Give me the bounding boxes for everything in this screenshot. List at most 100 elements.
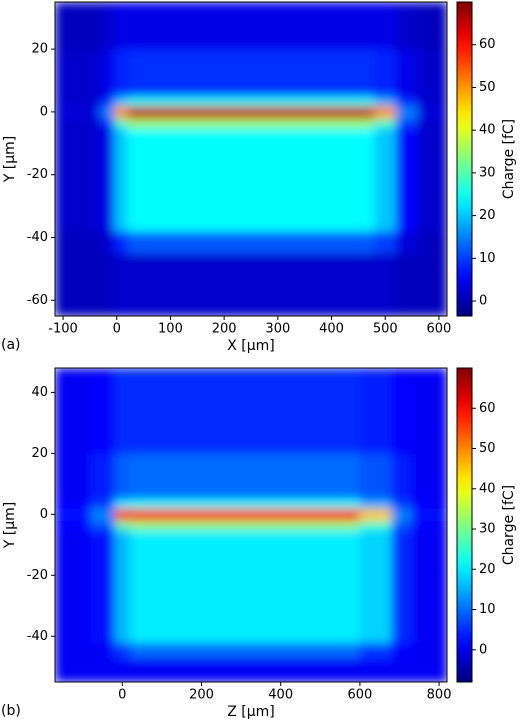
heatmap-cell [114, 508, 131, 521]
heatmap-area [55, 368, 447, 682]
heatmap-cell [114, 96, 128, 107]
heatmap-cell [55, 127, 102, 232]
heatmap-cell [55, 368, 92, 454]
y-tick-label: 0 [40, 104, 48, 119]
colorbar-label: Charge [fC] [501, 119, 517, 199]
y-tick-label: 20 [31, 42, 48, 57]
heatmap-cell [130, 508, 361, 521]
heatmap-cell [391, 508, 412, 521]
y-tick-label: -40 [27, 230, 48, 245]
x-tick-label: -100 [48, 322, 78, 337]
heatmap-cell [55, 453, 92, 500]
y-tick-label: 20 [31, 446, 48, 461]
heatmap-cell [127, 253, 376, 316]
heatmap-cell [100, 118, 115, 129]
heatmap-cell [90, 368, 115, 454]
heatmap-cell [127, 127, 376, 232]
heatmap-cell [395, 105, 418, 119]
heatmap-cell [114, 499, 131, 509]
x-tick-label: 400 [268, 688, 293, 703]
heatmap-cell [395, 231, 418, 254]
heatmap-cell [395, 253, 418, 316]
colorbar-tick-label: 50 [479, 441, 496, 456]
colorbar-tick-label: 60 [479, 401, 496, 416]
heatmap-cell [114, 118, 128, 129]
heatmap-cell [359, 508, 393, 521]
heatmap-cell [90, 520, 115, 531]
y-axis-label: Y [µm] [2, 136, 18, 183]
heatmap-cell [127, 105, 376, 119]
heatmap-cell [55, 231, 102, 254]
colorbar-tick-label: 40 [479, 481, 496, 496]
heatmap-cell [374, 49, 397, 97]
colorbar-tick-label: 50 [479, 80, 496, 95]
heatmap-cell [391, 642, 412, 659]
colorbar-tick-label: 30 [479, 165, 496, 180]
heatmap-cell [127, 118, 376, 129]
colorbar-tick-label: 60 [479, 37, 496, 52]
heatmap-cell [55, 508, 92, 521]
heatmap-cell [395, 127, 418, 232]
heatmap-cell [90, 642, 115, 659]
heatmap-cell [100, 127, 115, 232]
x-tick-label: 800 [427, 688, 452, 703]
colorbar-label: Charge [fC] [501, 485, 517, 565]
heatmap-cell [55, 499, 92, 509]
heatmap-cell [411, 520, 447, 531]
heatmap-cell [55, 657, 92, 682]
heatmap [55, 2, 447, 316]
heatmap-cell [130, 529, 361, 643]
plot-frame [54, 1, 448, 317]
heatmap-cell [359, 657, 393, 682]
heatmap-cell [359, 453, 393, 500]
heatmap-cell [359, 499, 393, 509]
heatmap-cell [100, 2, 115, 50]
heatmap-cell [114, 231, 128, 254]
y-tick-label: -40 [27, 629, 48, 644]
heatmap-cell [417, 253, 447, 316]
x-axis-label: Z [µm] [227, 704, 275, 720]
heatmap-cell [55, 2, 102, 50]
heatmap-cell [130, 499, 361, 509]
heatmap-cell [391, 529, 412, 643]
heatmap-cell [391, 499, 412, 509]
heatmap-cell [114, 2, 128, 50]
y-tick-label: 0 [40, 507, 48, 522]
heatmap-cell [374, 96, 397, 107]
heatmap-cell [391, 368, 412, 454]
colorbar-tick-label: 10 [479, 602, 496, 617]
heatmap-cell [90, 499, 115, 509]
heatmap-cell [127, 96, 376, 107]
heatmap-cell [417, 2, 447, 50]
heatmap-cell [114, 642, 131, 659]
heatmap-cell [417, 49, 447, 97]
heatmap-cell [114, 529, 131, 643]
heatmap-cell [90, 453, 115, 500]
heatmap-cell [417, 118, 447, 129]
heatmap [55, 368, 447, 682]
x-tick-label: 300 [265, 322, 290, 337]
heatmap-cell [391, 453, 412, 500]
x-tick-label: 500 [373, 322, 398, 337]
heatmap-cell [130, 657, 361, 682]
colorbar-tick-label: 0 [479, 642, 487, 657]
heatmap-cell [127, 2, 376, 50]
panel-label: (b) [1, 703, 21, 719]
plot-frame [54, 367, 448, 683]
heatmap-cell [130, 368, 361, 454]
heatmap-cell [55, 105, 102, 119]
heatmap-cell [411, 508, 447, 521]
heatmap-cell [100, 96, 115, 107]
y-tick-label: -60 [27, 293, 48, 308]
heatmap-cell [114, 49, 128, 97]
heatmap-cell [374, 2, 397, 50]
heatmap-cell [55, 642, 92, 659]
y-tick-label: -20 [27, 568, 48, 583]
x-tick-label: 100 [158, 322, 183, 337]
heatmap-cell [55, 253, 102, 316]
heatmap-cell [374, 253, 397, 316]
heatmap-cell [417, 231, 447, 254]
heatmap-cell [395, 118, 418, 129]
heatmap-cell [395, 49, 418, 97]
heatmap-cell [90, 508, 115, 521]
